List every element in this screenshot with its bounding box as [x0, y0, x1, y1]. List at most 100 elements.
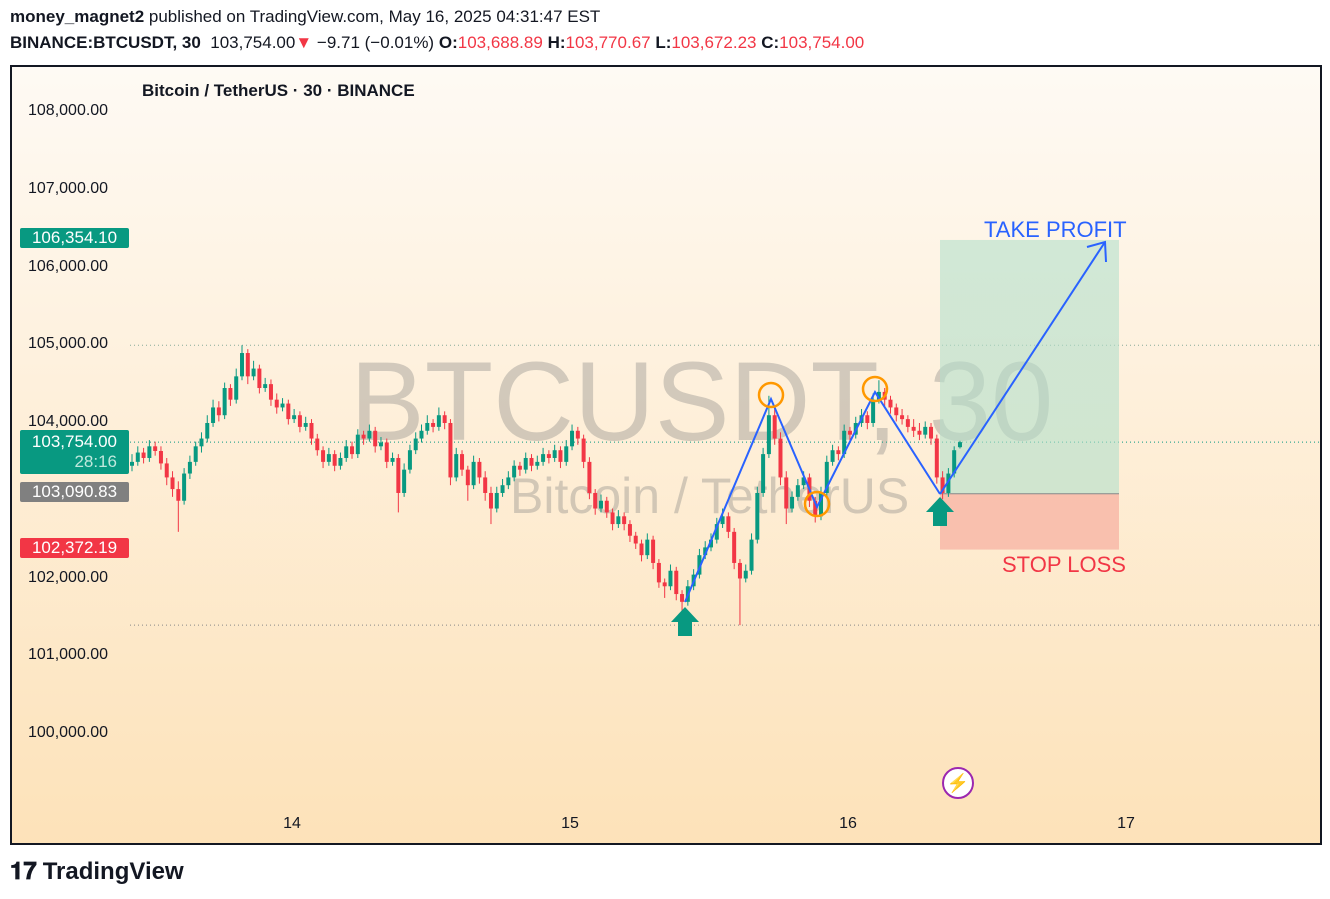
- candle-body: [413, 438, 418, 451]
- candle-body: [245, 353, 250, 377]
- candle-body: [431, 423, 436, 427]
- candle-body: [697, 555, 702, 575]
- candle-body: [709, 539, 713, 548]
- candle-body: [593, 492, 598, 509]
- open-label: O:: [438, 33, 458, 52]
- candle-body: [784, 477, 789, 509]
- candle-body: [772, 415, 777, 439]
- candle-body: [627, 524, 632, 536]
- candle-body: [778, 438, 783, 478]
- candle-body: [158, 450, 163, 464]
- candle-body: [876, 391, 881, 400]
- candle-body: [622, 516, 627, 525]
- pivot-circle: [757, 381, 785, 409]
- candle-body: [911, 426, 916, 431]
- candle-body: [442, 415, 447, 423]
- candle-body: [523, 457, 528, 470]
- candle-body: [836, 450, 841, 455]
- close-value: 103,754.00: [779, 33, 865, 52]
- author[interactable]: money_magnet2: [10, 7, 145, 26]
- y-tick-label: 102,000.00: [28, 568, 109, 586]
- candle-body: [749, 539, 754, 571]
- candle-body: [355, 434, 360, 455]
- candle-body: [419, 430, 424, 439]
- candle-body: [460, 454, 465, 470]
- candle-body: [790, 496, 795, 509]
- candle-body: [552, 450, 557, 458]
- candle-body: [703, 547, 708, 556]
- brand-name: TradingView: [42, 858, 184, 885]
- close-label: C:: [761, 33, 780, 52]
- candle-body: [309, 423, 314, 439]
- candle-body: [141, 452, 146, 458]
- take-profit-label: TAKE PROFIT: [984, 217, 1127, 242]
- up-arrow-icon: [671, 607, 699, 636]
- candle-body: [297, 415, 302, 427]
- candle-body: [535, 461, 540, 466]
- y-tick-label: 105,000.00: [28, 335, 109, 353]
- candle-body: [147, 446, 152, 458]
- candle-body: [732, 531, 737, 563]
- candle-body: [737, 562, 742, 579]
- y-tick-label: 106,000.00: [28, 257, 109, 275]
- candle-body: [819, 492, 824, 517]
- open-value: 103,688.89: [457, 33, 543, 52]
- candle-body: [894, 407, 899, 416]
- candle-body: [350, 446, 355, 455]
- candle-body: [575, 430, 580, 439]
- candle-body: [251, 368, 256, 377]
- tradingview-logo[interactable]: 𝟏𝟕 TradingView: [10, 858, 184, 886]
- x-tick-label: 17: [1117, 815, 1135, 832]
- candle-body: [483, 477, 488, 493]
- candle-body: [842, 430, 847, 455]
- candle-body: [494, 492, 499, 509]
- candle-body: [240, 353, 245, 377]
- price-change: −9.71 (−0.01%): [316, 33, 435, 52]
- lightning-icon[interactable]: ⚡: [942, 767, 974, 799]
- candle-body: [830, 450, 835, 462]
- loss-zone: [940, 493, 1119, 550]
- publish-info: money_magnet2 published on TradingView.c…: [10, 7, 600, 27]
- candle-body: [645, 539, 650, 556]
- candle-body: [581, 438, 586, 462]
- zigzag-pattern-line: [684, 389, 941, 603]
- arrow-head-icon: [1086, 240, 1107, 263]
- candle-body: [570, 430, 575, 447]
- high-value: 103,770.67: [565, 33, 651, 52]
- ohlc-bar: BINANCE:BTCUSDT, 30 103,754.00▼ −9.71 (−…: [10, 33, 864, 53]
- candle-body: [187, 461, 192, 474]
- candle-body: [205, 423, 210, 439]
- candle-body: [512, 465, 517, 478]
- candle-body: [564, 446, 569, 462]
- candle-body: [268, 384, 273, 400]
- candle-body: [477, 461, 482, 478]
- candle-body: [211, 407, 216, 423]
- candle-body: [680, 594, 685, 602]
- current-price-tag: 103,754.00 28:16: [20, 430, 129, 475]
- candle-body: [766, 415, 771, 455]
- y-tick-label: 104,000.00: [28, 413, 109, 430]
- candle-body: [656, 562, 661, 583]
- bar-countdown: 28:16: [74, 452, 117, 472]
- candle-body: [720, 516, 725, 525]
- candle-body: [436, 415, 441, 427]
- candle-body: [390, 457, 395, 462]
- candle-body: [153, 446, 158, 451]
- candle-body: [726, 516, 731, 532]
- candle-body: [402, 469, 407, 493]
- pivot-circle: [803, 490, 831, 518]
- candle-body: [367, 430, 372, 439]
- candle-body: [500, 485, 505, 493]
- entry-price-tag: 103,090.83: [20, 481, 129, 502]
- candle-body: [674, 570, 679, 595]
- price-plot[interactable]: [12, 67, 1320, 843]
- candle-body: [384, 442, 389, 462]
- candle-body: [610, 512, 615, 525]
- candle-body: [228, 388, 233, 400]
- x-tick-label: 14: [283, 815, 301, 832]
- up-arrow-icon: [926, 497, 954, 526]
- chart-pane[interactable]: BTCUSDT, 30 Bitcoin / TetherUS Bitcoin /…: [10, 65, 1322, 845]
- x-tick-label: 16: [839, 815, 857, 832]
- candle-body: [407, 450, 412, 470]
- candle-body: [361, 434, 366, 439]
